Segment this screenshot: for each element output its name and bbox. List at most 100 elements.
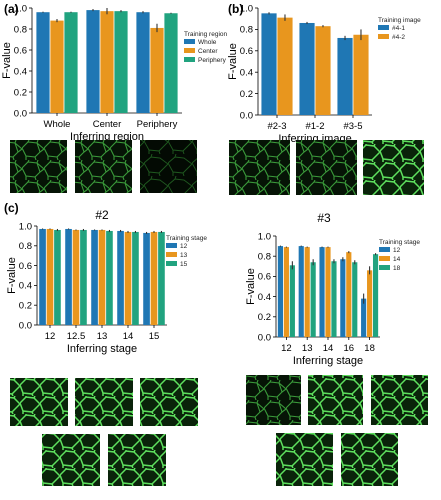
- y-axis-label: F-value: [1, 42, 13, 79]
- legend-label: 12: [180, 243, 188, 250]
- bar: [91, 229, 98, 325]
- legend-label: 15: [180, 261, 188, 268]
- bar: [289, 265, 295, 337]
- y-tick-label: 0.0: [240, 110, 253, 121]
- image-row-2-left: [10, 378, 198, 486]
- x-tick-label: Periphery: [137, 119, 178, 130]
- legend-swatch: [166, 243, 177, 248]
- chart-title: #3: [317, 211, 331, 225]
- bar: [54, 229, 61, 325]
- x-tick-label: 15: [149, 331, 160, 342]
- y-tick-label: 0.2: [19, 301, 32, 312]
- bar: [310, 262, 316, 337]
- x-tick-label: 13: [97, 331, 108, 342]
- x-tick-label: Whole: [44, 119, 71, 130]
- bar: [367, 270, 373, 337]
- y-tick-label: 0.4: [240, 68, 253, 79]
- panel-label-c: (c): [4, 201, 19, 215]
- panel-label-a: (a): [4, 2, 19, 16]
- bar: [372, 254, 379, 337]
- bar: [150, 27, 164, 114]
- x-tick-label: #1-2: [305, 121, 324, 132]
- bar: [298, 246, 304, 337]
- legend-label: 18: [393, 265, 401, 272]
- x-tick-label: 12: [281, 343, 292, 354]
- legend-swatch: [378, 25, 389, 30]
- bar: [117, 230, 124, 325]
- y-tick-label: 0.6: [240, 46, 253, 57]
- bar: [340, 259, 346, 337]
- y-tick-label: 0.8: [14, 24, 27, 35]
- y-tick-label: 1.0: [19, 221, 32, 232]
- microscopy-image: [10, 378, 68, 426]
- image-row-2-right: [246, 375, 428, 486]
- y-tick-label: 0.4: [258, 292, 271, 303]
- x-axis-label: Inferring stage: [67, 343, 137, 355]
- bar: [283, 247, 289, 337]
- x-tick-label: 18: [364, 343, 375, 354]
- microscopy-image: [75, 140, 132, 193]
- bar: [106, 230, 113, 325]
- bar: [72, 229, 80, 325]
- bar: [158, 231, 165, 325]
- legend-title: Training stage: [379, 239, 420, 246]
- y-tick-label: 0.2: [240, 89, 253, 100]
- bar: [150, 231, 158, 325]
- legend-swatch: [184, 39, 195, 44]
- microscopy-image: [140, 140, 197, 193]
- bar: [64, 12, 78, 114]
- bar: [337, 37, 353, 115]
- bar: [346, 252, 352, 337]
- bar: [277, 246, 284, 337]
- x-tick-label: 14: [123, 331, 134, 342]
- legend-swatch: [184, 48, 195, 53]
- y-tick-label: 0.4: [19, 281, 32, 292]
- bar: [39, 228, 46, 325]
- y-tick-label: 0.8: [258, 252, 271, 263]
- x-tick-label: 16: [344, 343, 355, 354]
- bar: [124, 231, 132, 325]
- legend-label: #4-2: [392, 34, 405, 41]
- microscopy-image: [108, 434, 166, 486]
- x-tick-label: 13: [302, 343, 313, 354]
- legend-label: Center: [198, 48, 218, 55]
- microscopy-image: [341, 433, 398, 486]
- legend-label: 12: [393, 247, 401, 254]
- legend-label: #4-1: [392, 25, 405, 32]
- y-tick-label: 0.6: [19, 261, 32, 272]
- chart-title: #2: [95, 208, 109, 222]
- y-tick-label: 0.6: [14, 45, 27, 56]
- x-tick-label: #2-3: [267, 121, 286, 132]
- panel-label-b: (b): [228, 2, 243, 16]
- chart-b: 0.00.20.40.60.81.0#2-3 #1-2 #3-5Inferring …: [227, 3, 421, 145]
- legend-swatch: [166, 261, 177, 266]
- bar: [114, 11, 128, 113]
- bar: [331, 261, 337, 337]
- microscopy-image: [363, 140, 424, 195]
- microscopy-image: [229, 140, 290, 195]
- y-tick-label: 0.4: [14, 66, 27, 77]
- legend-swatch: [378, 34, 389, 39]
- legend-swatch: [379, 265, 390, 270]
- bar: [353, 34, 369, 115]
- legend-title: Training image: [378, 17, 421, 24]
- x-tick-label: #3-5: [343, 121, 362, 132]
- y-tick-label: 0.0: [258, 332, 271, 343]
- y-tick-label: 0.2: [14, 87, 27, 98]
- bar: [352, 262, 358, 337]
- y-tick-label: 0.8: [19, 241, 32, 252]
- bar: [164, 13, 178, 113]
- x-tick-label: 12.5: [67, 331, 86, 342]
- y-tick-label: 0.6: [258, 272, 271, 283]
- microscopy-image: [140, 378, 198, 426]
- bar: [143, 232, 150, 325]
- chart-c1: #2 0.0 0.2 0.4 0.6 0.8 1.0 12 12.5 13 14 15 Inferrin…: [6, 208, 207, 355]
- bar: [136, 12, 150, 114]
- legend-label: 13: [180, 252, 188, 259]
- bar: [86, 10, 100, 114]
- bar: [36, 12, 50, 114]
- x-axis-label: Inferring stage: [293, 355, 363, 367]
- microscopy-image: [371, 375, 428, 425]
- legend-label: Periphery: [198, 57, 227, 64]
